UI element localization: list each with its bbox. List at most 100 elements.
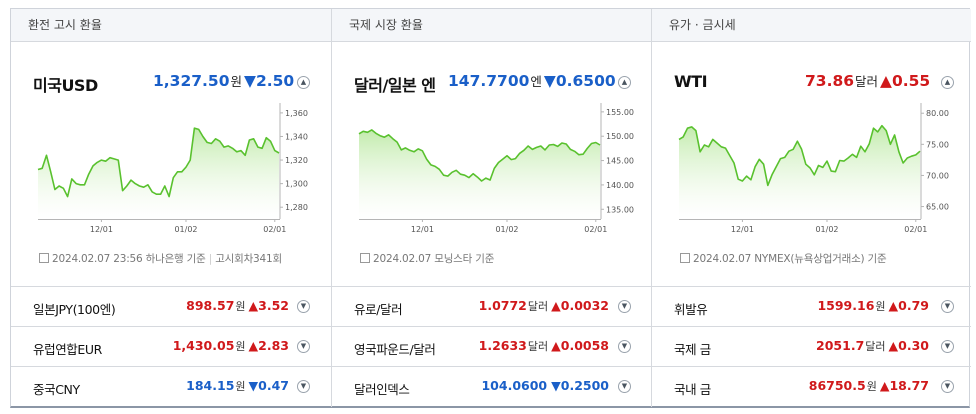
- y-tick-label: 80.00: [926, 109, 949, 118]
- quote-list: 일본JPY(100엔) 898.57원 ▲3.52 ▼ 유럽연합EUR 1,430…: [11, 286, 331, 407]
- main-quote[interactable]: WTI 73.86달러 ▲0.55 ▲ 80.00 75.00 70.00 65.00 1…: [652, 42, 971, 286]
- item-price: 184.15: [186, 378, 235, 393]
- item-price: 86750.5: [808, 378, 866, 393]
- main-quote[interactable]: 달러/일본 엔 147.7700엔 ▼0.6500 ▲ 155.00 150.00 1…: [332, 42, 651, 286]
- item-name: 유럽연합EUR: [33, 342, 102, 357]
- main-quote[interactable]: 미국USD 1,327.50원 ▼2.50 ▲ 1,360 1,340 1,320 1,…: [11, 42, 331, 286]
- item-name: 휘발유: [674, 302, 708, 317]
- item-price: 1.0772: [478, 298, 527, 313]
- arrow-icon: ▲: [888, 298, 899, 313]
- list-item[interactable]: 유로/달러 1.0772달러 ▲0.0032 ▼: [332, 287, 651, 327]
- arrow-icon: ▼: [551, 378, 561, 393]
- item-change: 18.77: [889, 378, 929, 393]
- chevron-up-icon[interactable]: ▲: [941, 76, 954, 89]
- chart-area: [38, 128, 279, 219]
- list-item[interactable]: 휘발유 1599.16원 ▲0.79 ▼: [652, 287, 971, 327]
- chevron-up-icon[interactable]: ▲: [618, 76, 631, 89]
- item-unit: 원: [875, 300, 886, 313]
- y-tick-label: 150.00: [606, 132, 634, 141]
- y-tick-label: 75.00: [926, 140, 949, 149]
- x-tick-label: 12/01: [731, 225, 754, 234]
- y-tick-label: 1,320: [285, 156, 308, 165]
- list-item[interactable]: 중국CNY 184.15원 ▼0.47 ▼: [11, 367, 331, 407]
- y-tick-label: 135.00: [606, 205, 634, 214]
- item-value: 898.57원 ▲3.52: [186, 298, 289, 314]
- arrow-icon: ▲: [248, 338, 259, 353]
- price-chart: 80.00 75.00 70.00 65.00 12/01 01/02 02/01: [678, 103, 949, 234]
- main-price: 73.86: [805, 72, 855, 90]
- list-item[interactable]: 영국파운드/달러 1.2633달러 ▲0.0058 ▼: [332, 327, 651, 367]
- list-item[interactable]: 국내 금 86750.5원 ▲18.77 ▼: [652, 367, 971, 407]
- x-tick-label: 02/01: [904, 225, 927, 234]
- chart-area: [359, 129, 600, 219]
- source-info: 2024.02.07 23:56 하나은행 기준 | 고시회차341회: [39, 251, 282, 266]
- item-price: 2051.7: [816, 338, 865, 353]
- item-unit: 달러: [527, 340, 549, 353]
- arrow-icon: ▲: [879, 378, 890, 393]
- chevron-down-icon[interactable]: ▼: [941, 380, 954, 393]
- chevron-down-icon[interactable]: ▼: [618, 300, 631, 313]
- item-value: 184.15원 ▼0.47: [186, 378, 289, 394]
- y-tick-label: 1,300: [285, 180, 308, 189]
- column-header[interactable]: 유가 · 금시세: [652, 9, 971, 42]
- item-price: 898.57: [186, 298, 235, 313]
- document-icon: [360, 253, 370, 263]
- price-chart: 1,360 1,340 1,320 1,300 1,280 12/01 01/02 02/01: [37, 103, 308, 234]
- item-change: 0.2500: [560, 378, 609, 393]
- source-info: 2024.02.07 모닝스타 기준: [360, 251, 494, 266]
- main-value: 73.86달러 ▲0.55: [805, 71, 930, 90]
- list-item[interactable]: 달러인덱스 104.0600 ▼0.2500 ▼: [332, 367, 651, 407]
- chevron-down-icon[interactable]: ▼: [941, 340, 954, 353]
- item-value: 86750.5원 ▲18.77: [809, 378, 929, 394]
- source-extra: 고시회차341회: [215, 253, 282, 265]
- y-tick-label: 1,340: [285, 132, 308, 141]
- item-change: 0.79: [898, 298, 929, 313]
- chevron-down-icon[interactable]: ▼: [618, 380, 631, 393]
- arrow-icon: ▼: [543, 72, 556, 90]
- exchange-rate-widget: 환전 고시 환율 미국USD 1,327.50원 ▼2.50 ▲ 1,360 1,3…: [10, 8, 971, 408]
- chevron-down-icon[interactable]: ▼: [618, 340, 631, 353]
- list-item[interactable]: 국제 금 2051.7달러 ▲0.30 ▼: [652, 327, 971, 367]
- list-item[interactable]: 유럽연합EUR 1,430.05원 ▲2.83 ▼: [11, 327, 331, 367]
- x-tick-label: 01/02: [815, 225, 838, 234]
- column-oil-gold: 유가 · 금시세 WTI 73.86달러 ▲0.55 ▲ 80.00 75.00 70…: [651, 9, 971, 407]
- document-icon: [39, 253, 49, 263]
- chevron-down-icon[interactable]: ▼: [297, 380, 310, 393]
- source-text: 2024.02.07 23:56 하나은행 기준: [52, 253, 206, 265]
- chevron-down-icon[interactable]: ▼: [297, 300, 310, 313]
- column-header[interactable]: 국제 시장 환율: [332, 9, 651, 42]
- main-change: 2.50: [255, 72, 295, 90]
- item-change: 0.47: [258, 378, 289, 393]
- arrow-icon: ▲: [551, 298, 561, 313]
- item-unit: 원: [866, 380, 877, 393]
- item-name: 중국CNY: [33, 382, 80, 397]
- item-value: 1,430.05원 ▲2.83: [173, 338, 289, 354]
- chevron-down-icon[interactable]: ▼: [297, 340, 310, 353]
- arrow-icon: ▲: [888, 338, 899, 353]
- item-change: 0.0058: [560, 338, 609, 353]
- y-tick-label: 65.00: [926, 203, 949, 212]
- y-tick-label: 1,360: [285, 109, 308, 118]
- arrow-icon: ▲: [551, 338, 561, 353]
- column-header[interactable]: 환전 고시 환율: [11, 9, 331, 42]
- item-change: 0.0032: [560, 298, 609, 313]
- y-tick-label: 1,280: [285, 203, 308, 212]
- x-tick-label: 02/01: [263, 225, 286, 234]
- main-price: 1,327.50: [153, 72, 230, 90]
- y-tick-label: 140.00: [606, 181, 634, 190]
- item-value: 1599.16원 ▲0.79: [817, 298, 929, 314]
- main-title: WTI: [674, 72, 708, 91]
- chevron-down-icon[interactable]: ▼: [941, 300, 954, 313]
- x-tick-label: 12/01: [411, 225, 434, 234]
- item-value: 1.0772달러 ▲0.0032: [479, 298, 609, 314]
- source-info: 2024.02.07 NYMEX(뉴욕상업거래소) 기준: [680, 251, 887, 266]
- y-tick-label: 70.00: [926, 171, 949, 180]
- item-price: 1.2633: [478, 338, 527, 353]
- item-unit: 원: [235, 340, 246, 353]
- chevron-up-icon[interactable]: ▲: [297, 76, 310, 89]
- chart-line: [358, 129, 601, 182]
- main-value: 147.7700엔 ▼0.6500: [448, 71, 616, 90]
- list-item[interactable]: 일본JPY(100엔) 898.57원 ▲3.52 ▼: [11, 287, 331, 327]
- main-unit: 달러: [855, 74, 879, 89]
- item-price: 1,430.05: [172, 338, 235, 353]
